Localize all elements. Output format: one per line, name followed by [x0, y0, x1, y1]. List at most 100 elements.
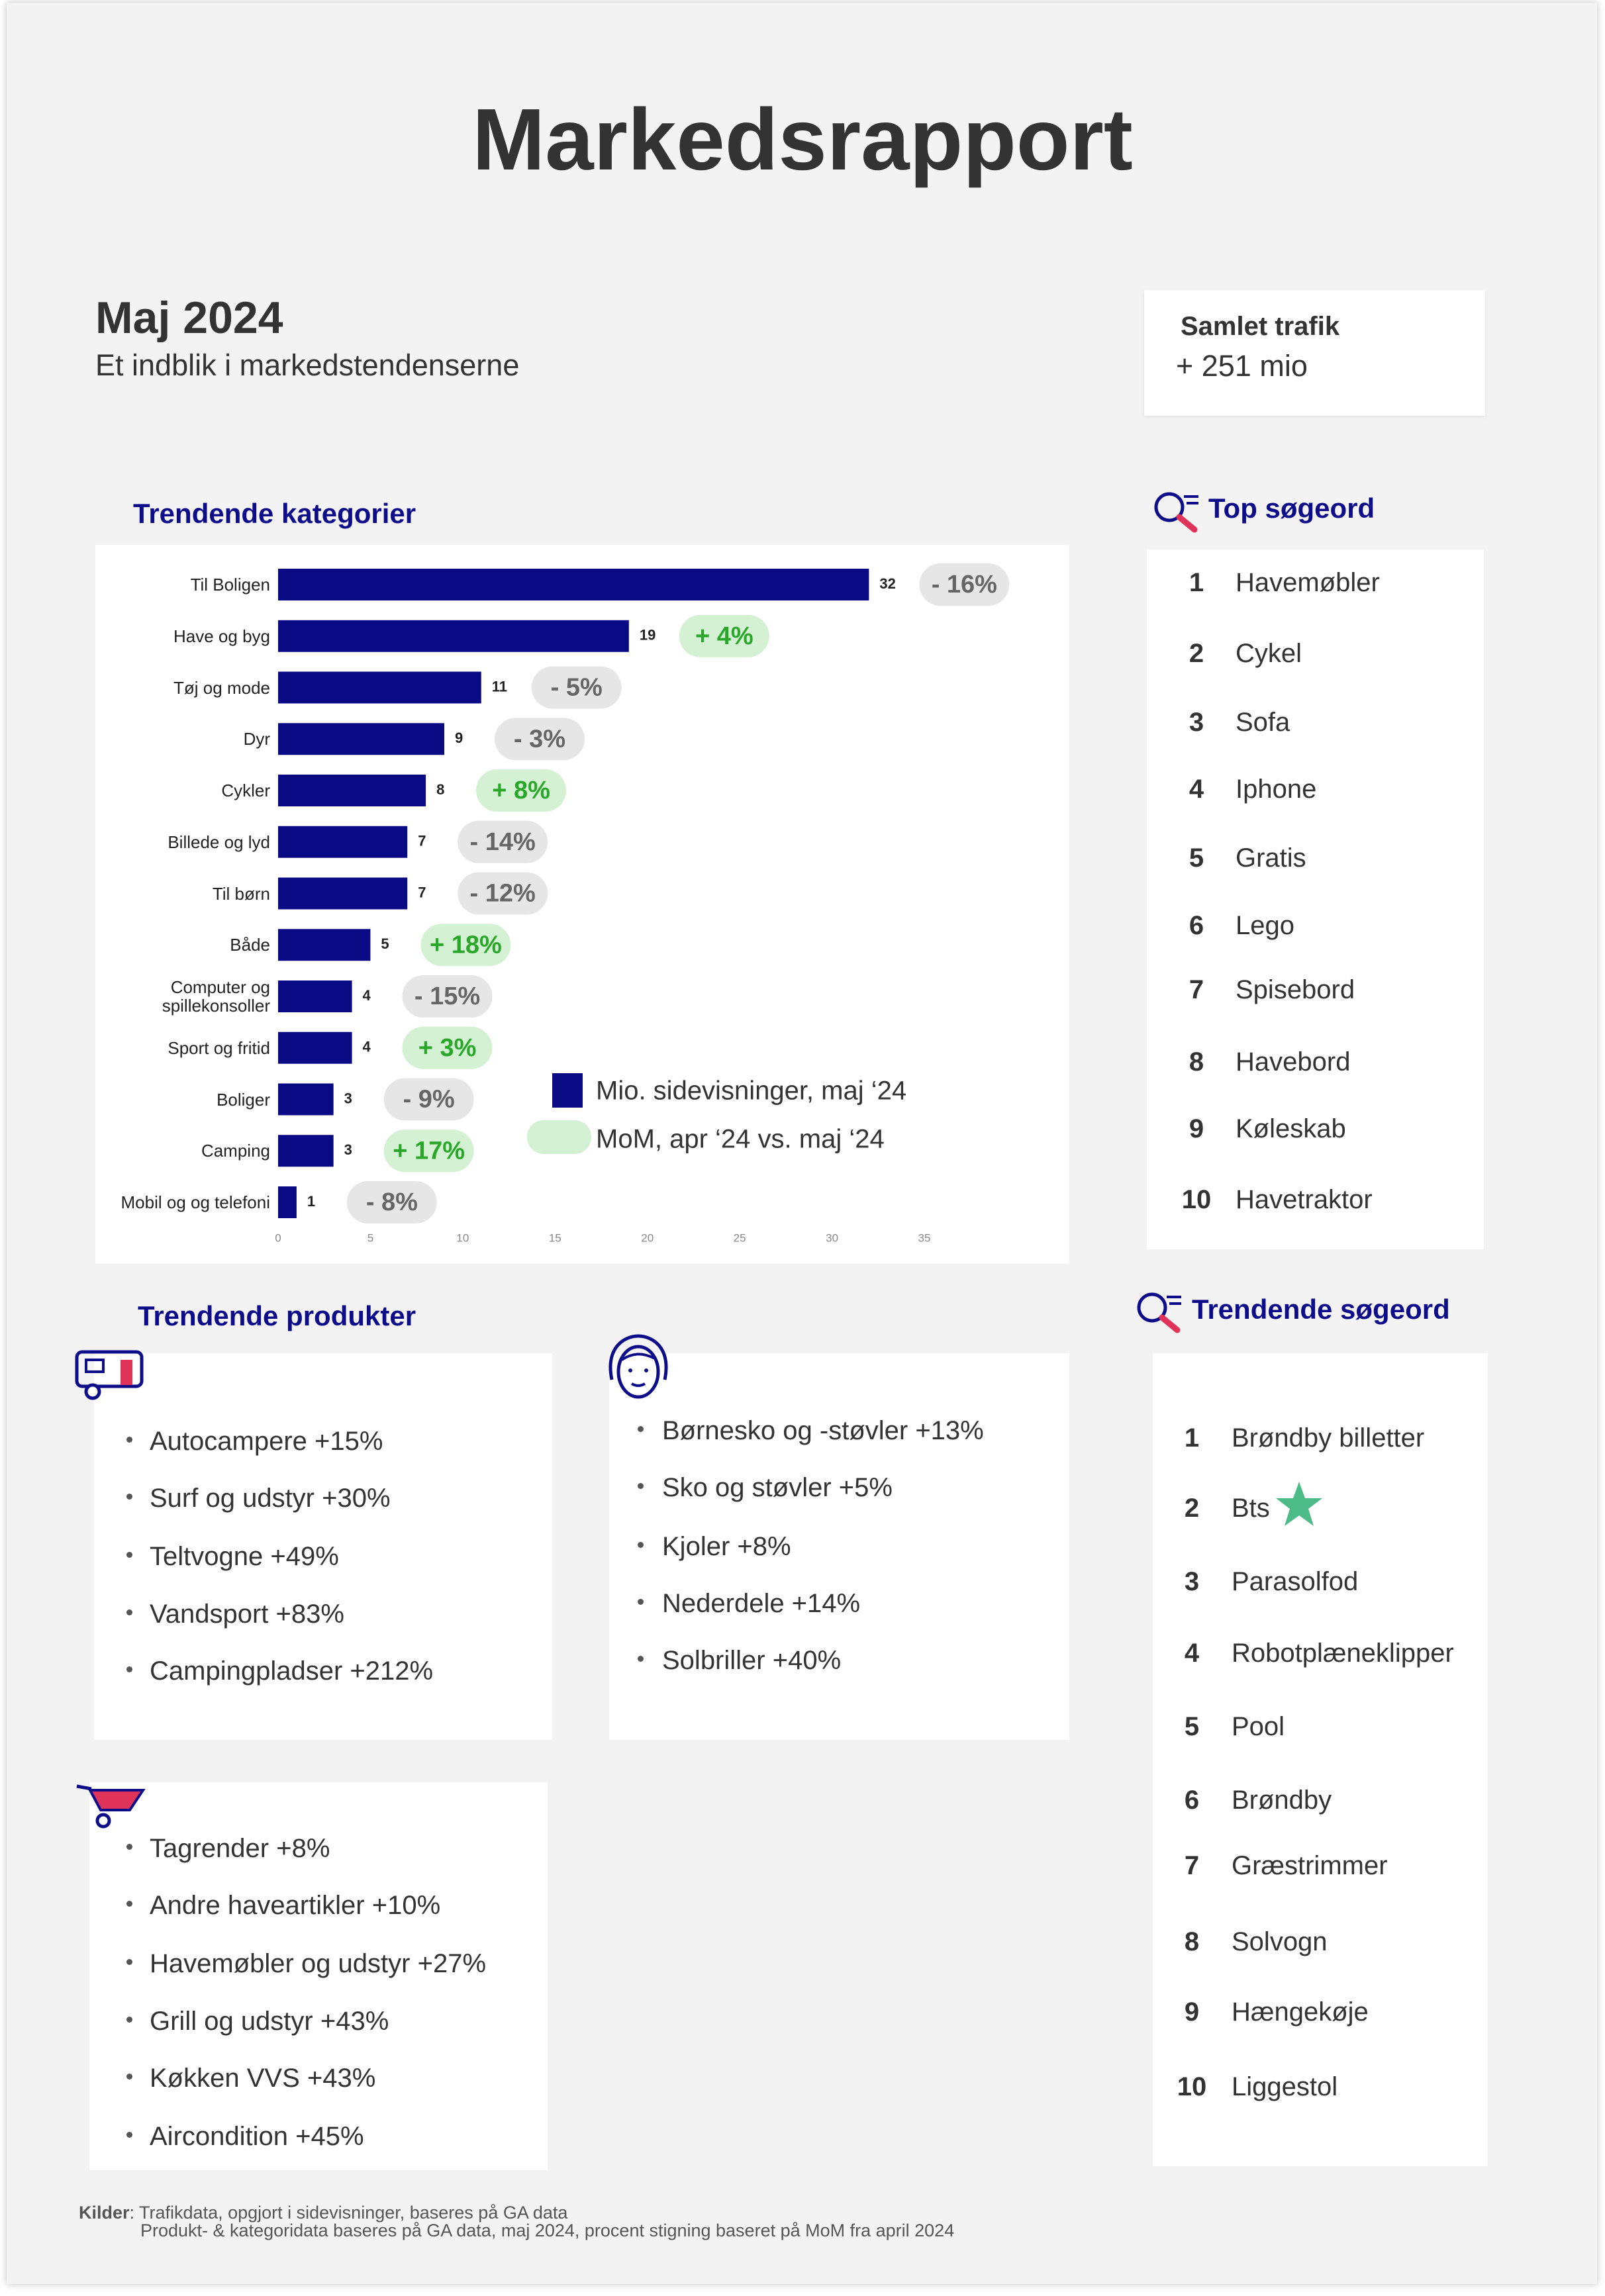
product-box [609, 1353, 1069, 1740]
category-label: Cykler [221, 781, 270, 800]
category-label: Både [230, 935, 270, 955]
mom-pill [531, 666, 622, 709]
rank: 8 [1184, 1927, 1200, 1956]
value-label: 7 [418, 833, 426, 849]
search-term: Iphone [1236, 775, 1317, 804]
bullet [126, 1552, 132, 1558]
search-term: Brøndby [1232, 1786, 1332, 1815]
mom-pill [383, 1129, 474, 1172]
category-label: Billede og lyd [168, 832, 270, 852]
product-item: Kjoler +8% [662, 1532, 791, 1561]
rank: 2 [1184, 1494, 1200, 1523]
section-heading: Trendende kategorier [133, 498, 416, 529]
rank: 9 [1184, 1997, 1200, 2027]
search-term: Køleskab [1236, 1114, 1346, 1143]
mom-pill [458, 820, 548, 863]
bar [278, 775, 426, 806]
rank: 8 [1189, 1047, 1204, 1076]
section-heading: Trendende produkter [138, 1300, 416, 1331]
rank: 5 [1184, 1712, 1200, 1741]
product-item: Campingpladser +212% [150, 1656, 434, 1686]
mom-label: + 4% [695, 622, 754, 650]
bar [278, 1031, 352, 1064]
rank: 2 [1189, 639, 1204, 668]
bullet [126, 2017, 132, 2023]
product-item: Aircondition +45% [150, 2122, 364, 2151]
mom-pill [476, 769, 567, 812]
x-tick-label: 25 [734, 1231, 746, 1244]
subtitle: Et indblik i markedstendenserne [95, 348, 520, 382]
rank: 1 [1189, 568, 1204, 597]
bullet [126, 1666, 132, 1672]
product-item: Tagrender +8% [150, 1834, 330, 1863]
x-tick-label: 35 [918, 1231, 931, 1244]
bar [278, 723, 444, 755]
mom-label: - 3% [514, 725, 565, 753]
value-label: 7 [418, 884, 426, 900]
product-item: Teltvogne +49% [150, 1542, 339, 1571]
value-label: 3 [344, 1090, 352, 1106]
bullet [126, 1901, 132, 1907]
product-item: Surf og udstyr +30% [150, 1484, 391, 1513]
wheelbarrow-icon [76, 1784, 146, 1829]
product-item: Solbriller +40% [662, 1646, 842, 1675]
mom-pill [346, 1181, 437, 1223]
bullet [126, 1959, 132, 1965]
legend-swatch [527, 1120, 591, 1154]
value-label: 5 [381, 935, 389, 952]
search-icon [1154, 492, 1198, 533]
bar [278, 981, 352, 1012]
x-tick-label: 30 [826, 1231, 838, 1244]
footer-text: : Trafikdata, opgjort i sidevisninger, b… [129, 2203, 568, 2223]
value-label: 4 [363, 1039, 371, 1055]
bullet [126, 1609, 132, 1615]
top-search-box [1147, 550, 1484, 1249]
search-term: Lego [1236, 911, 1294, 940]
product-item: Grill og udstyr +43% [150, 2007, 389, 2036]
x-tick-label: 0 [275, 1231, 281, 1244]
mom-pill [402, 975, 493, 1018]
traffic-label: Samlet trafik [1181, 312, 1340, 341]
mom-label: - 15% [414, 982, 480, 1010]
product-box [89, 1782, 548, 2170]
category-label: Sport og fritid [168, 1037, 270, 1058]
category-label: Computer og spillekonsoller [162, 977, 270, 1016]
mom-label: - 8% [366, 1188, 418, 1216]
search-term: Havemøbler [1236, 568, 1380, 597]
product-item: Køkken VVS +43% [150, 2064, 376, 2093]
bullet [126, 1844, 132, 1850]
value-label: 4 [363, 987, 371, 1004]
period: Maj 2024 [95, 293, 283, 343]
bar [278, 826, 408, 858]
bullet [638, 1599, 644, 1605]
category-label: Tøj og mode [173, 677, 270, 698]
search-icon [1137, 1292, 1181, 1333]
rank: 3 [1184, 1567, 1200, 1596]
search-term: Liggestol [1232, 2072, 1338, 2101]
mom-pill [494, 718, 585, 761]
rank: 10 [1181, 1185, 1212, 1214]
mom-label: + 18% [430, 931, 502, 959]
x-tick-label: 5 [367, 1231, 373, 1244]
value-label: 19 [640, 627, 656, 644]
value-label: 8 [436, 781, 444, 798]
mom-pill [420, 924, 511, 967]
mom-pill [383, 1078, 474, 1121]
x-tick-label: 10 [456, 1231, 469, 1244]
mom-label: - 14% [470, 828, 536, 856]
mom-pill [402, 1026, 493, 1069]
bar [278, 1083, 334, 1116]
bar [278, 671, 481, 704]
bar [278, 929, 371, 961]
mom-label: + 8% [492, 777, 550, 804]
bar [278, 569, 869, 600]
rank: 4 [1189, 775, 1204, 804]
mom-pill [919, 563, 1010, 606]
bullet [638, 1483, 644, 1489]
footer-label: Kilder [79, 2203, 130, 2223]
mom-label: - 9% [403, 1086, 455, 1114]
legend-label: Mio. sidevisninger, maj ‘24 [596, 1076, 906, 1106]
caravan-icon [75, 1350, 144, 1400]
bullet [126, 1437, 132, 1443]
category-label: Have og byg [173, 626, 270, 646]
